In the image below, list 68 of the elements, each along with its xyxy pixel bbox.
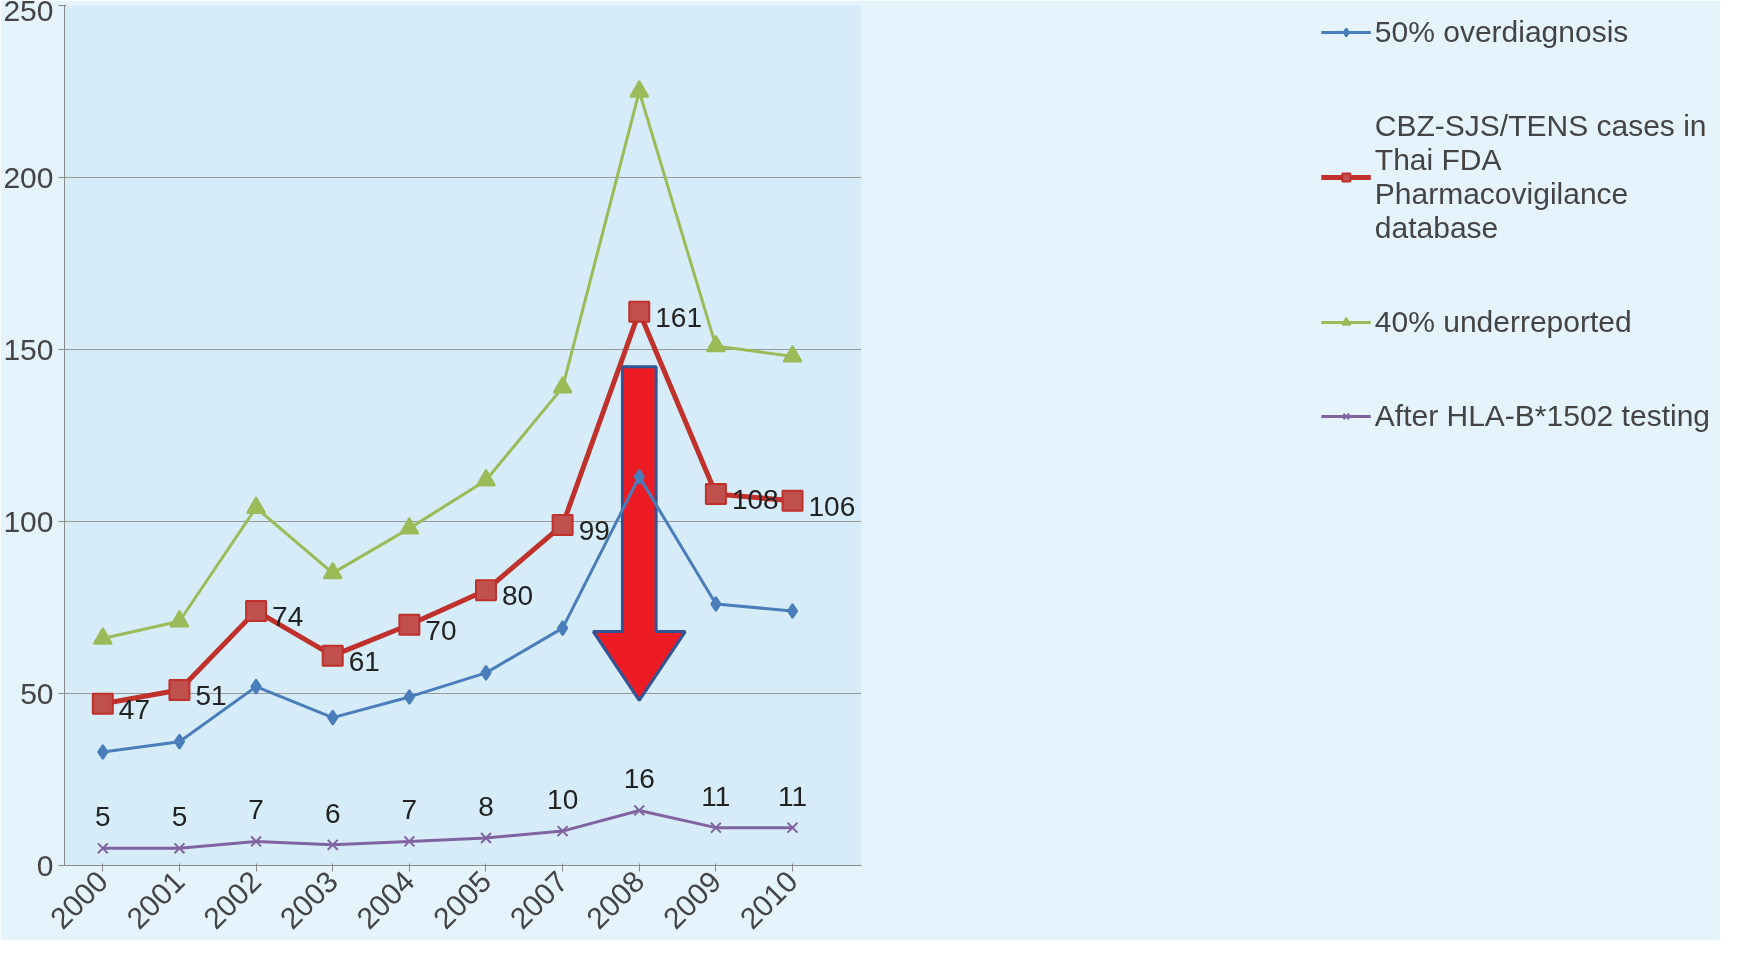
- data-label: 47: [118, 693, 150, 725]
- point: [403, 688, 416, 705]
- data-label: 7: [401, 794, 418, 826]
- point: [398, 613, 421, 636]
- point: [173, 733, 186, 750]
- point: [91, 692, 114, 715]
- data-label: 10: [547, 784, 579, 816]
- y-tick-label: 200: [3, 160, 54, 194]
- data-label: 5: [171, 801, 188, 833]
- point: [633, 804, 646, 817]
- data-label: 106: [808, 490, 856, 522]
- point: [92, 627, 113, 645]
- point: [480, 832, 492, 844]
- legend-label: 50% overdiagnosis: [1374, 15, 1629, 49]
- point: [480, 664, 492, 681]
- point: [326, 838, 339, 851]
- data-label: 99: [578, 514, 610, 546]
- data-label: 70: [425, 614, 457, 646]
- point: [556, 620, 569, 637]
- y-tick-label: 0: [36, 848, 54, 882]
- data-label: 8: [478, 790, 494, 822]
- y-tick-label: 250: [3, 0, 54, 27]
- data-label: 7: [248, 794, 264, 826]
- y-tick-label: 100: [3, 504, 54, 538]
- point: [552, 375, 573, 394]
- data-label: 80: [501, 580, 534, 612]
- legend-label: After HLA-B*1502 testing: [1374, 399, 1710, 433]
- point: [399, 516, 420, 535]
- point: [245, 599, 268, 622]
- point: [173, 842, 186, 855]
- point: [705, 334, 726, 353]
- point: [709, 821, 722, 834]
- point: [786, 821, 799, 834]
- point: [327, 709, 339, 726]
- data-label: 161: [655, 301, 702, 333]
- point: [322, 561, 343, 580]
- data-label: 61: [348, 645, 380, 677]
- point: [97, 743, 109, 760]
- data-label: 51: [195, 680, 227, 712]
- data-label: 11: [701, 780, 731, 812]
- point: [556, 825, 569, 838]
- legend-label: CBZ-SJS/TENS cases in Thai FDA Pharmacovigilance database: [1374, 109, 1707, 245]
- point: [551, 513, 574, 536]
- point: [474, 579, 497, 602]
- y-tick-label: 150: [3, 332, 54, 366]
- y-tick-label: 50: [20, 676, 54, 710]
- point: [168, 679, 191, 702]
- point: [633, 468, 645, 485]
- point: [250, 678, 262, 695]
- point: [628, 300, 651, 323]
- data-label: 74: [272, 600, 304, 632]
- data-label: 11: [778, 780, 808, 812]
- point: [250, 835, 263, 848]
- data-label: 6: [324, 797, 341, 829]
- point: [781, 489, 804, 512]
- point: [321, 644, 344, 667]
- point: [786, 602, 799, 619]
- legend-label: 40% underreported: [1374, 305, 1632, 339]
- point: [704, 482, 727, 505]
- point: [629, 80, 650, 98]
- data-label: 16: [623, 763, 655, 795]
- data-label: 5: [95, 801, 111, 833]
- point: [710, 596, 722, 613]
- point: [782, 344, 803, 363]
- point: [403, 835, 416, 848]
- point: [246, 496, 267, 514]
- point: [475, 468, 496, 487]
- point: [96, 842, 109, 855]
